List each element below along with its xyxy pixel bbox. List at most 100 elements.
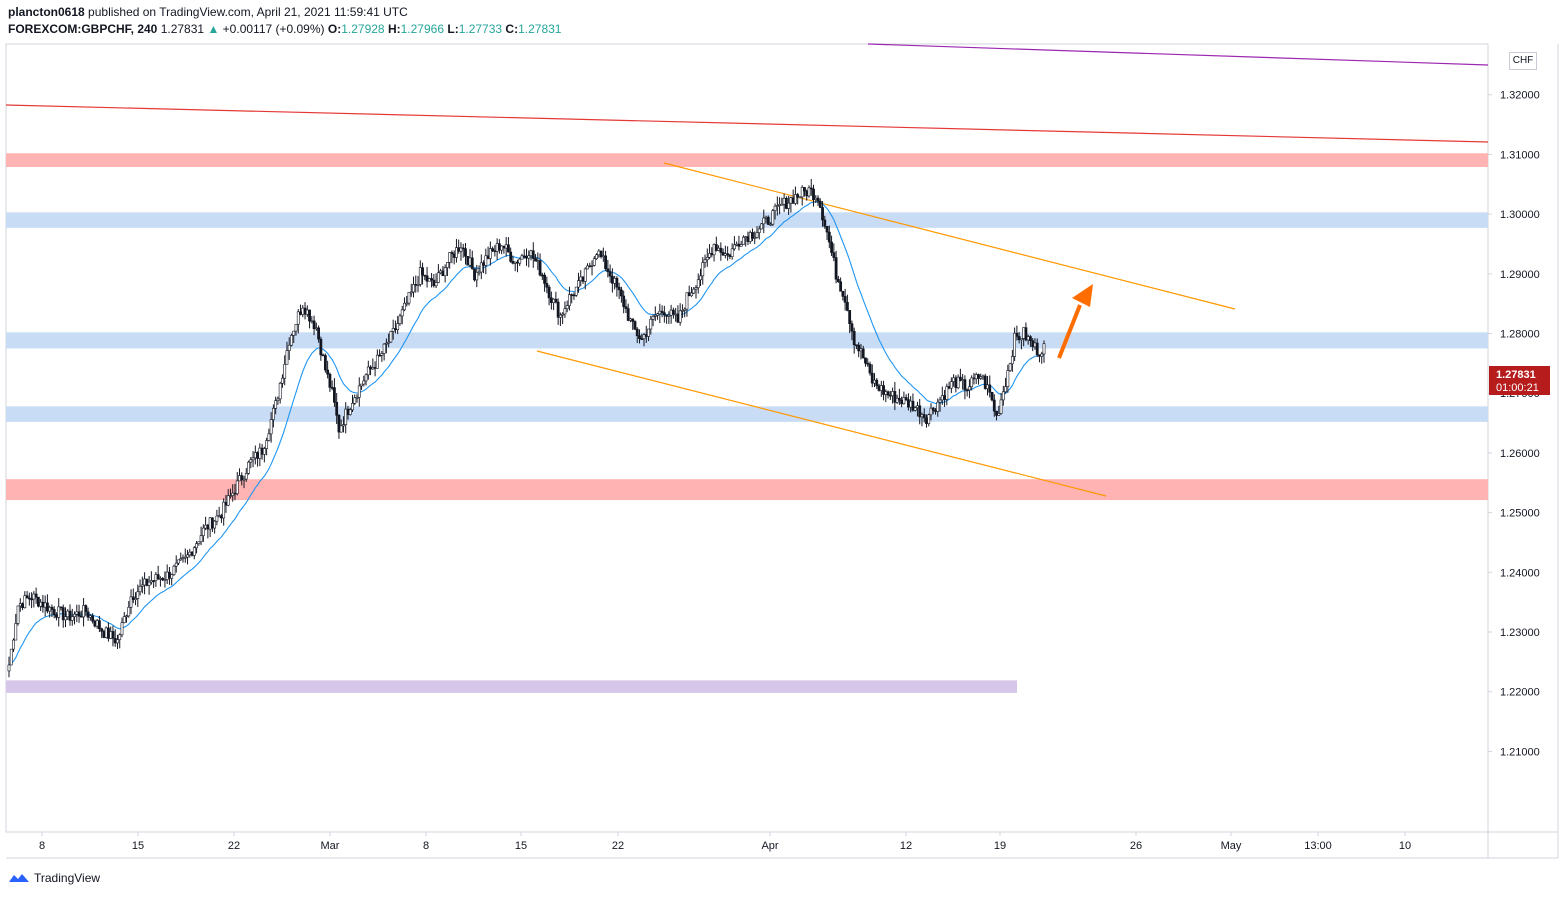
candle-down — [482, 262, 485, 266]
red-trend-line[interactable] — [5, 104, 1489, 143]
candle-up — [380, 353, 384, 356]
candle-up — [294, 323, 298, 332]
candle-up — [565, 305, 569, 310]
candle-up — [39, 601, 43, 607]
candle-up — [929, 407, 933, 416]
candle-up — [231, 492, 235, 496]
candle-up — [400, 309, 404, 317]
support-zone[interactable] — [6, 212, 1488, 228]
candle-down — [152, 580, 156, 582]
y-tick-label: 1.30000 — [1500, 209, 1540, 221]
candle-up — [391, 328, 395, 332]
footer-brand[interactable]: TradingView — [8, 871, 100, 885]
channel-upper-line[interactable] — [663, 162, 1236, 310]
candle-up — [446, 262, 449, 268]
candle-down — [728, 254, 732, 257]
candle-up — [242, 478, 246, 481]
candle-up — [527, 255, 531, 259]
candle-up — [613, 277, 617, 284]
candle-down — [721, 252, 725, 256]
candle-down — [572, 294, 576, 297]
candle-down — [97, 620, 101, 630]
last-value: 1.27831 — [160, 22, 205, 36]
channel-lower-line[interactable] — [536, 350, 1107, 497]
candle-up — [244, 473, 248, 480]
candle-down — [497, 243, 501, 251]
candle-up — [1033, 342, 1037, 348]
candle-up — [694, 287, 698, 290]
candle-up — [416, 284, 420, 286]
currency-button[interactable]: CHF — [1509, 52, 1537, 70]
candle-up — [186, 554, 189, 558]
candle-down — [260, 447, 264, 455]
change-value: +0.00117 (+0.09%) — [222, 22, 325, 36]
candle-down — [615, 277, 619, 288]
candle-up — [57, 606, 61, 618]
candle-up — [192, 547, 196, 556]
candle-up — [116, 639, 119, 644]
resistance-zone[interactable] — [6, 479, 1488, 501]
candle-up — [891, 391, 894, 397]
time-axis[interactable]: 8 15 22 Mar 8 15 22 Apr 12 19 26 May 13:00 10 — [39, 832, 1411, 852]
candle-up — [7, 664, 11, 672]
candle-up — [656, 313, 659, 316]
candle-down — [59, 606, 63, 609]
candle-down — [624, 306, 628, 309]
candle-down — [100, 628, 104, 632]
candle-up — [658, 310, 662, 315]
purple-zone[interactable] — [6, 680, 1017, 693]
candle-down — [493, 250, 497, 252]
price-axis[interactable]: 1.320001.310001.300001.290001.280001.270… — [1488, 90, 1540, 759]
candle-down — [113, 638, 117, 644]
candle-down — [893, 391, 897, 403]
candle-down — [687, 292, 691, 297]
candle-down — [825, 225, 829, 233]
candle-down — [870, 372, 874, 384]
forecast-arrow[interactable] — [1057, 284, 1093, 359]
candle-down — [299, 311, 302, 315]
support-zone[interactable] — [6, 406, 1488, 422]
candle-up — [362, 380, 366, 385]
candle-up — [436, 272, 440, 283]
symbol-line: FOREXCOM:GBPCHF, 240 1.27831 ▲ +0.00117 … — [8, 21, 561, 38]
candle-up — [75, 611, 79, 615]
candle-down — [631, 318, 635, 322]
candle-up — [800, 187, 804, 198]
x-tick-label: 15 — [515, 840, 527, 852]
candle-up — [387, 341, 391, 344]
candle-up — [66, 610, 70, 618]
symbol-name[interactable]: FOREXCOM:GBPCHF, 240 — [8, 22, 158, 36]
candle-up — [730, 248, 734, 257]
author-name[interactable]: plancton0618 — [8, 5, 85, 19]
resistance-zone[interactable] — [6, 153, 1488, 167]
candle-down — [1024, 327, 1028, 341]
candle-down — [877, 385, 881, 391]
candle-down — [843, 296, 847, 303]
x-tick-label: 13:00 — [1304, 840, 1332, 852]
plot-area[interactable] — [5, 43, 1489, 833]
candle-down — [911, 400, 915, 411]
purple-trend-line[interactable] — [867, 43, 1489, 66]
candle-down — [317, 327, 320, 340]
candle-down — [900, 399, 904, 405]
candle-up — [281, 377, 284, 384]
candle-down — [86, 611, 90, 618]
candle-up — [265, 440, 269, 449]
candle-up — [407, 291, 411, 304]
support-zone[interactable] — [6, 332, 1488, 349]
candle-down — [337, 414, 341, 433]
high-label: H: — [387, 22, 401, 36]
candle-up — [762, 217, 766, 225]
x-tick-label: Apr — [761, 840, 778, 852]
tradingview-logo-icon — [9, 874, 29, 882]
candle-up — [427, 278, 431, 282]
candle-down — [256, 452, 259, 459]
last-price-bg — [1489, 366, 1550, 395]
candle-up — [339, 425, 343, 433]
candle-up — [475, 272, 479, 281]
candle-up — [974, 374, 978, 380]
candle-up — [642, 334, 646, 340]
candle-down — [633, 321, 637, 330]
candle-up — [651, 316, 655, 320]
